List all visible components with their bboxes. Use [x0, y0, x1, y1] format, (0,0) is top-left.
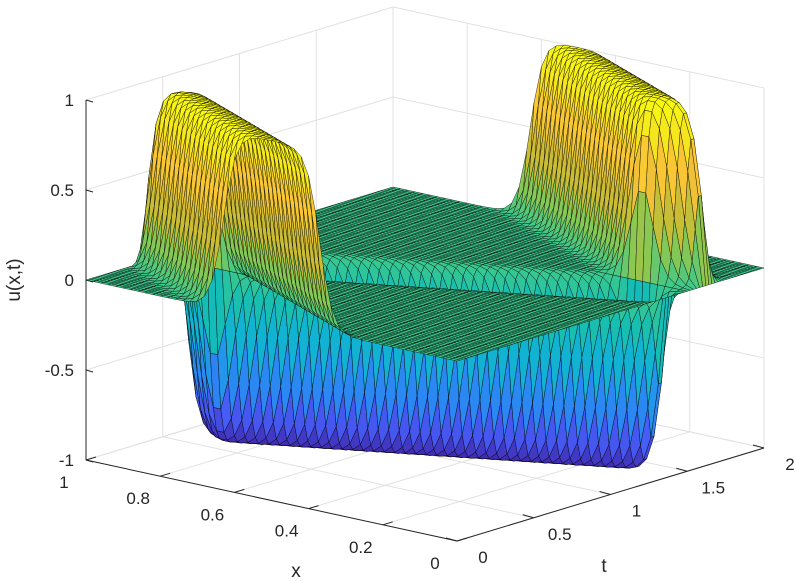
z-tick	[85, 189, 94, 193]
x-tick	[85, 456, 97, 461]
t-tick	[752, 444, 765, 449]
x-tick	[160, 472, 171, 477]
z-tick	[85, 99, 94, 103]
gridline-floor-t	[162, 436, 534, 519]
x-tick	[382, 521, 393, 526]
t-tick	[599, 491, 611, 495]
z-tick	[85, 459, 94, 463]
gridline-wall-z	[85, 6, 394, 101]
x-tick	[456, 537, 468, 542]
x-tick	[234, 488, 245, 493]
x-tick	[308, 505, 319, 510]
z-tick	[85, 369, 94, 373]
t-tick	[676, 467, 688, 472]
t-tick	[445, 537, 458, 542]
surface	[85, 45, 765, 469]
x-axis-line	[85, 459, 458, 542]
t-tick	[522, 514, 534, 519]
